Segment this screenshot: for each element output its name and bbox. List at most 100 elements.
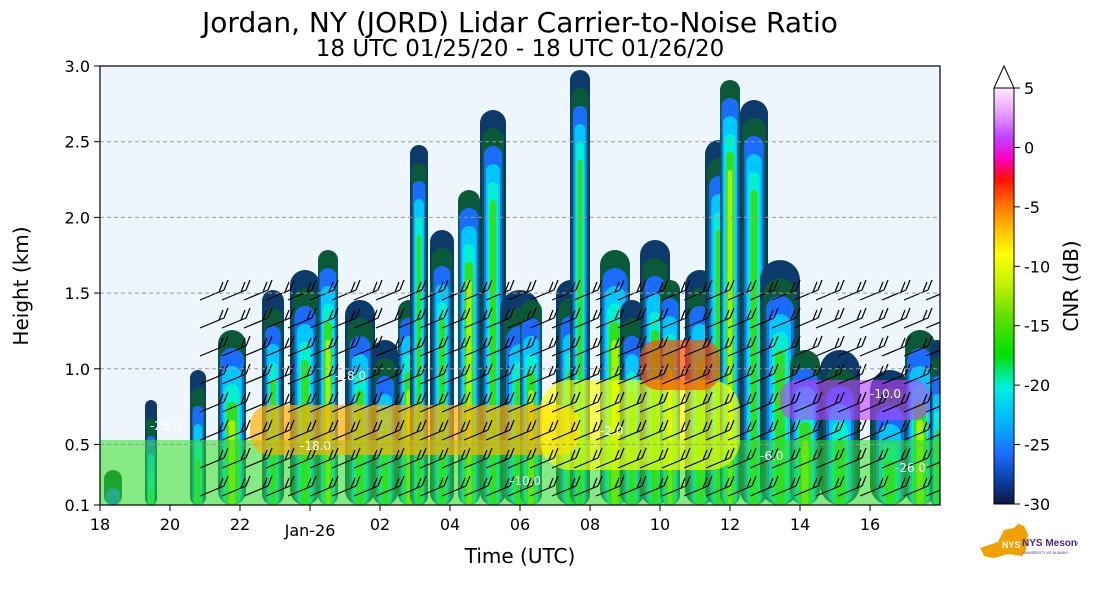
wind-barb: [595, 475, 625, 497]
colorbar-label: CNR (dB): [1059, 240, 1083, 331]
x-tick-label: 16: [860, 515, 880, 534]
wind-barb: [441, 279, 471, 301]
wind-barb: [375, 447, 405, 469]
wind-barb: [375, 279, 405, 301]
wind-barb: [661, 279, 691, 301]
wind-barb: [815, 335, 845, 357]
cnr-region: [640, 340, 720, 390]
wind-barb: [815, 447, 845, 469]
wind-barb: [529, 279, 559, 301]
wind-barb: [771, 335, 801, 357]
wind-barb: [243, 419, 273, 441]
wind-barb: [793, 475, 823, 497]
wind-barb: [705, 475, 735, 497]
wind-barb: [353, 335, 383, 357]
wind-barb: [639, 335, 669, 357]
wind-barb: [617, 475, 647, 497]
wind-barb: [419, 391, 449, 413]
wind-barb: [331, 419, 361, 441]
wind-barb: [793, 447, 823, 469]
y-tick-label: 0.1: [65, 496, 90, 515]
wind-barb: [265, 419, 295, 441]
wind-barb: [749, 335, 779, 357]
wind-barb: [859, 475, 889, 497]
wind-barb: [529, 475, 559, 497]
wind-barb: [485, 447, 515, 469]
wind-barb: [265, 391, 295, 413]
wind-barb: [639, 475, 669, 497]
wind-barb: [507, 475, 537, 497]
wind-barb: [419, 475, 449, 497]
wind-barb: [243, 447, 273, 469]
x-tick-label: 06: [510, 515, 530, 534]
wind-barb: [243, 279, 273, 301]
wind-barb: [661, 419, 691, 441]
wind-barb: [331, 475, 361, 497]
colorbar-tick-label: -15: [1024, 317, 1050, 336]
wind-barb: [485, 419, 515, 441]
contour-label: -10.0: [870, 387, 901, 401]
wind-barb: [463, 475, 493, 497]
y-tick-label: 0.5: [65, 435, 90, 454]
wind-barb: [595, 419, 625, 441]
wind-barb: [529, 391, 559, 413]
wind-barb: [353, 419, 383, 441]
wind-barb: [397, 447, 427, 469]
y-tick-label: 3.0: [65, 57, 90, 76]
nys-mesonet-logo: NYS NYS Mesonet UNIVERSITY AT ALBANY: [980, 524, 1078, 558]
wind-barb: [639, 419, 669, 441]
colorbar-tick-label: -20: [1024, 376, 1050, 395]
wind-barb: [331, 363, 361, 385]
wind-barb: [903, 475, 933, 497]
wind-barb: [639, 447, 669, 469]
wind-barb: [639, 279, 669, 301]
wind-barb: [903, 335, 933, 357]
wind-barb: [727, 475, 757, 497]
wind-barb: [463, 363, 493, 385]
x-tick-label: 04: [440, 515, 460, 534]
wind-barb: [375, 475, 405, 497]
y-tick-label: 2.5: [65, 133, 90, 152]
wind-barb: [529, 419, 559, 441]
wind-barb: [573, 447, 603, 469]
wind-barb: [551, 307, 581, 329]
wind-barb: [595, 307, 625, 329]
cnr-region: [750, 190, 758, 505]
wind-barb: [705, 335, 735, 357]
wind-barb: [551, 335, 581, 357]
wind-barb: [705, 447, 735, 469]
wind-barb: [903, 279, 933, 301]
colorbar-tick-label: -30: [1024, 495, 1050, 514]
colorbar-tick-label: 0: [1024, 138, 1034, 157]
wind-barb: [309, 447, 339, 469]
wind-barb: [265, 447, 295, 469]
wind-barb: [749, 447, 779, 469]
wind-barb: [265, 335, 295, 357]
wind-barb: [199, 419, 229, 441]
wind-barb: [881, 391, 911, 413]
wind-barb: [507, 335, 537, 357]
wind-barb: [859, 419, 889, 441]
wind-barb: [221, 475, 251, 497]
wind-barb: [375, 419, 405, 441]
contour-label: -2.0: [600, 424, 623, 438]
wind-barb: [397, 307, 427, 329]
wind-barb: [375, 307, 405, 329]
contour-label: -26.0: [150, 419, 181, 433]
wind-barb: [749, 475, 779, 497]
wind-barb: [551, 279, 581, 301]
wind-barb: [617, 419, 647, 441]
wind-barb: [837, 391, 867, 413]
wind-barb: [265, 475, 295, 497]
wind-barb: [727, 335, 757, 357]
logo-subtext: UNIVERSITY AT ALBANY: [1022, 550, 1069, 555]
wind-barb: [573, 335, 603, 357]
wind-barb: [837, 279, 867, 301]
wind-barb: [441, 475, 471, 497]
x-tick-label: Jan-26: [284, 521, 336, 540]
wind-barb: [419, 419, 449, 441]
wind-barb: [529, 307, 559, 329]
logo-text: NYS Mesonet: [1022, 538, 1078, 549]
wind-barb: [199, 391, 229, 413]
wind-barb: [815, 419, 845, 441]
